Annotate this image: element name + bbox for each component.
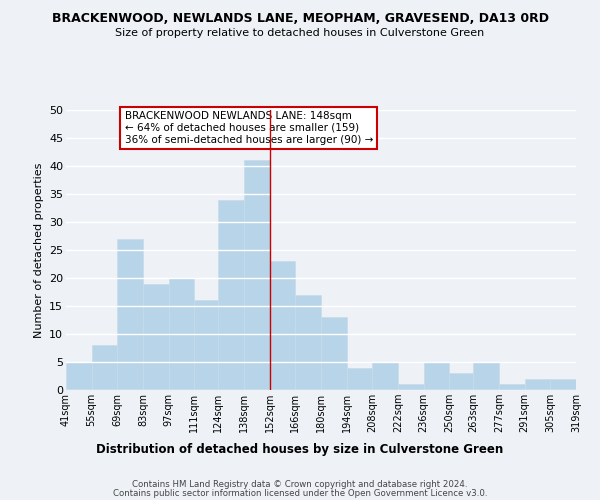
Bar [295,295,321,390]
Bar [550,379,576,390]
Bar [398,384,424,390]
Bar [499,384,524,390]
Bar [347,368,373,390]
Bar [321,317,347,390]
Bar [194,300,218,390]
Text: Distribution of detached houses by size in Culverstone Green: Distribution of detached houses by size … [97,442,503,456]
Text: BRACKENWOOD NEWLANDS LANE: 148sqm
← 64% of detached houses are smaller (159)
36%: BRACKENWOOD NEWLANDS LANE: 148sqm ← 64% … [125,112,373,144]
Bar [424,362,449,390]
Bar [143,284,169,390]
Bar [66,362,92,390]
Text: Contains HM Land Registry data © Crown copyright and database right 2024.: Contains HM Land Registry data © Crown c… [132,480,468,489]
Bar [269,261,295,390]
Bar [373,362,398,390]
Bar [218,200,244,390]
Bar [244,160,269,390]
Bar [449,373,473,390]
Bar [524,379,550,390]
Bar [92,345,118,390]
Text: Contains public sector information licensed under the Open Government Licence v3: Contains public sector information licen… [113,489,487,498]
Bar [473,362,499,390]
Text: BRACKENWOOD, NEWLANDS LANE, MEOPHAM, GRAVESEND, DA13 0RD: BRACKENWOOD, NEWLANDS LANE, MEOPHAM, GRA… [52,12,548,26]
Bar [169,278,194,390]
Text: Size of property relative to detached houses in Culverstone Green: Size of property relative to detached ho… [115,28,485,38]
Bar [118,239,143,390]
Y-axis label: Number of detached properties: Number of detached properties [34,162,44,338]
